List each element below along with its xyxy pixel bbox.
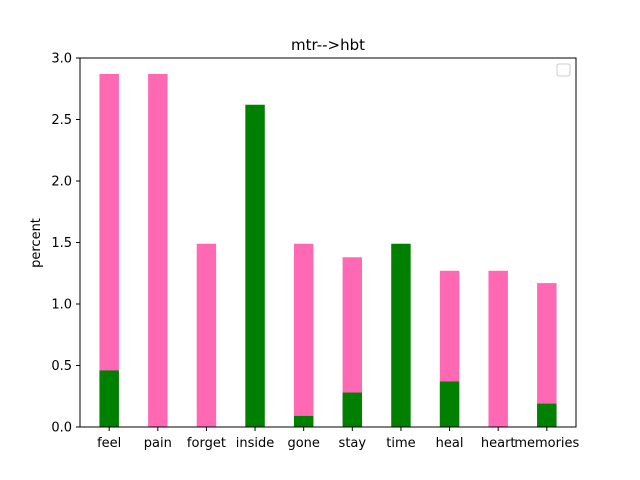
x-tick-label: forget (187, 436, 226, 451)
bar-series2-stay (342, 392, 363, 427)
y-tick-label: 1.0 (51, 298, 72, 313)
bar-series1-memories (537, 283, 557, 427)
bar-series1-stay (342, 257, 363, 427)
x-tick-label: memories (514, 436, 579, 451)
y-tick-label: 0.5 (51, 359, 72, 374)
chart-title: mtr-->hbt (291, 36, 365, 54)
bar-series1-feel (99, 73, 119, 428)
y-tick-label: 0.0 (51, 421, 72, 436)
bar-series2-feel (99, 370, 119, 427)
x-tick-label: gone (287, 436, 319, 451)
bar-series2-gone (293, 415, 314, 427)
y-tick-label: 2.0 (51, 175, 72, 190)
bar-series2-memories (537, 403, 557, 427)
y-tick-label: 1.5 (51, 236, 72, 251)
x-tick-label: feel (97, 436, 121, 451)
y-axis-title: percent (29, 218, 44, 268)
x-axis: feel pain forget inside gone stay time heal hear… (97, 427, 580, 451)
bar-series1-heart (488, 270, 508, 427)
bar-series1-forget (196, 243, 217, 427)
x-tick-label: inside (236, 436, 275, 451)
x-tick-label: stay (339, 436, 367, 451)
legend-box (556, 63, 571, 77)
bar-series2-time (391, 243, 411, 427)
y-tick-label: 2.5 (51, 113, 72, 128)
x-tick-label: heal (436, 436, 464, 451)
x-tick-label: pain (144, 436, 172, 451)
plot-frame (79, 57, 577, 428)
bar-series2-heal (439, 381, 460, 427)
y-axis: 0.0 0.5 1.0 1.5 2.0 2.5 3.0 (51, 52, 80, 436)
bar-series2-inside (245, 104, 265, 428)
y-tick-label: 3.0 (51, 52, 72, 67)
bar-series1-pain (148, 73, 168, 428)
bar-series1-gone (293, 243, 314, 427)
x-tick-label: time (386, 436, 415, 451)
x-tick-label: heart (481, 436, 516, 451)
bars-layer (99, 73, 557, 428)
